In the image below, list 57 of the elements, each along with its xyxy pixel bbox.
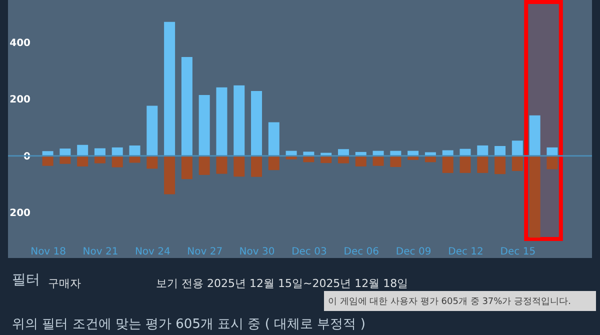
bar — [234, 85, 245, 156]
bar — [320, 156, 332, 164]
bar — [164, 22, 176, 156]
bar — [390, 156, 402, 167]
bar — [77, 156, 88, 166]
bar — [494, 146, 506, 156]
bar — [460, 156, 471, 173]
text: 위의 필터 조건에 맞는 평가 605개 표시 중 ( 대체로 부정적 ) — [12, 317, 366, 332]
bar — [251, 156, 262, 177]
bar — [477, 145, 488, 156]
bar — [146, 156, 158, 169]
text: 보기 전용 2025년 12월 15일~2025년 12월 18일 — [156, 277, 408, 290]
bar — [372, 156, 384, 166]
bar — [146, 106, 158, 156]
bar — [529, 156, 540, 238]
x-tick-label: Dec 09 — [396, 246, 432, 258]
y-tick-label: 200 — [10, 208, 31, 220]
bar — [60, 156, 71, 164]
bar — [94, 156, 106, 164]
bar — [512, 140, 523, 156]
x-tick-label: Dec 06 — [344, 246, 380, 258]
x-tick-label: Nov 24 — [134, 246, 170, 258]
text: 필터 — [12, 272, 40, 288]
bar — [338, 156, 349, 164]
x-tick-label: Dec 12 — [448, 246, 484, 258]
bar — [251, 91, 262, 156]
x-tick-label: Dec 15 — [500, 246, 536, 258]
bar — [77, 144, 88, 156]
y-tick-label: 400 — [10, 38, 31, 50]
bar — [181, 156, 192, 180]
bar — [42, 156, 54, 166]
bar — [164, 156, 176, 194]
x-tick-label: Nov 18 — [30, 246, 66, 258]
bar — [181, 56, 192, 156]
bar — [216, 156, 228, 174]
bar — [234, 156, 245, 177]
bar — [442, 156, 454, 173]
text: 이 게임에 대한 사용자 평가 605개 중 37%가 긍정적입니다. — [328, 297, 571, 307]
bar — [494, 156, 506, 174]
bar — [512, 156, 523, 171]
bar — [268, 156, 280, 170]
x-tick-label: Nov 27 — [187, 246, 223, 258]
y-tick-label: 200 — [10, 94, 31, 106]
bar — [477, 156, 488, 173]
bar — [129, 145, 140, 156]
bar — [198, 156, 210, 175]
x-tick-label: Nov 21 — [82, 246, 118, 258]
x-tick-label: Dec 03 — [292, 246, 327, 258]
text: 구매자 — [48, 277, 81, 290]
bar — [529, 115, 540, 156]
bar — [198, 94, 210, 156]
bar — [216, 87, 228, 156]
x-tick-label: Nov 30 — [239, 246, 275, 258]
bar — [546, 156, 558, 170]
bar — [112, 156, 123, 168]
bar — [355, 156, 366, 166]
bar — [268, 122, 280, 156]
